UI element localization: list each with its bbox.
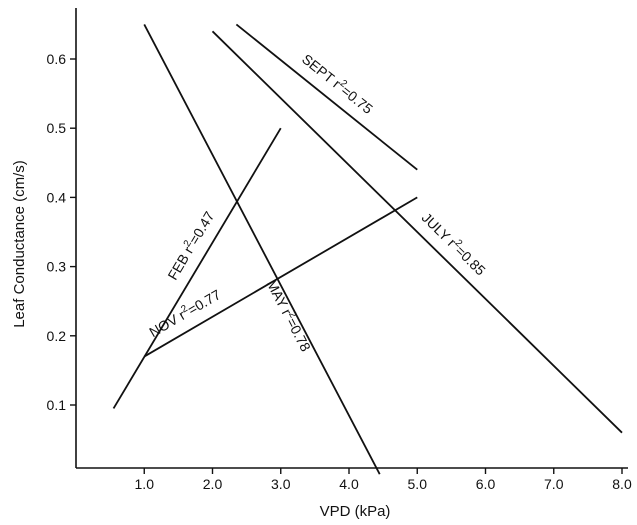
x-tick-label: 6.0 xyxy=(476,476,496,492)
x-tick-label: 3.0 xyxy=(271,476,291,492)
series-line-feb xyxy=(112,127,282,409)
y-tick-label: 0.2 xyxy=(47,328,67,344)
y-tick-label: 0.4 xyxy=(47,189,67,205)
axes: 1.0 2.0 3.0 4.0 5.0 6.0 7.0 8.0 0.1 0.2 0.3 0.4 0.5 0… xyxy=(47,8,632,492)
x-tick-label: 4.0 xyxy=(339,476,359,492)
y-tick-label: 0.6 xyxy=(47,51,67,67)
y-tick-label: 0.5 xyxy=(47,120,67,136)
series-line-nov xyxy=(143,196,418,358)
series-label-feb: FEB r2=0.47 xyxy=(163,208,217,283)
series-line-sept xyxy=(235,23,418,171)
y-axis-title: Leaf Conductance (cm/s) xyxy=(11,160,28,328)
series-lines xyxy=(112,23,623,475)
y-tick-label: 0.1 xyxy=(47,397,67,413)
y-tick-label: 0.3 xyxy=(47,259,67,275)
x-tick-label: 7.0 xyxy=(544,476,564,492)
series-label-may: MAY r2=0.78 xyxy=(263,277,315,355)
series-line-july xyxy=(211,30,623,434)
series-line-may xyxy=(143,23,381,475)
x-tick-label: 8.0 xyxy=(612,476,632,492)
x-axis-title: VPD (kPa) xyxy=(320,503,391,520)
x-tick-label: 1.0 xyxy=(135,476,155,492)
x-tick-label: 2.0 xyxy=(203,476,223,492)
x-tick-label: 5.0 xyxy=(408,476,428,492)
